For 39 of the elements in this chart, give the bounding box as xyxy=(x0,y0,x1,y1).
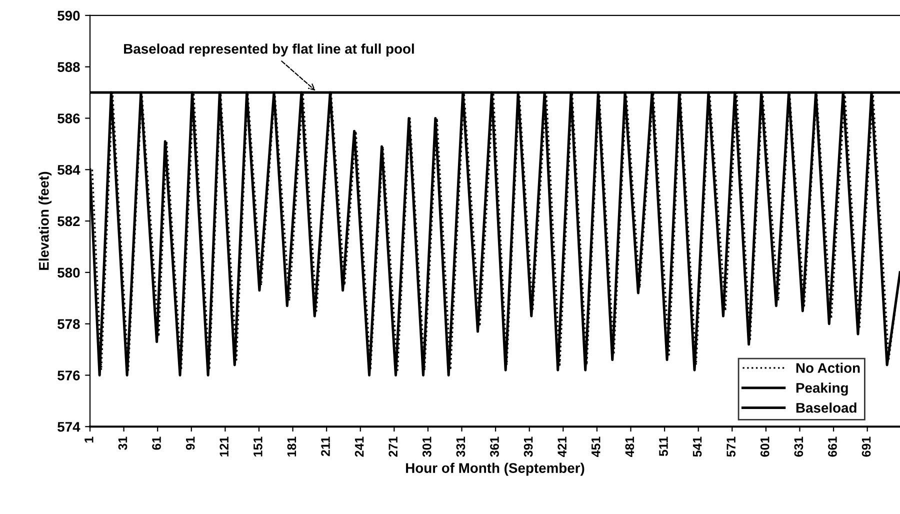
legend-label: Peaking xyxy=(796,382,848,396)
x-tick-label: 631 xyxy=(794,436,804,457)
y-tick-label: 580 xyxy=(58,268,80,278)
x-tick-label: 601 xyxy=(760,436,770,457)
x-tick-label: 301 xyxy=(422,436,432,457)
x-tick-label: 121 xyxy=(220,436,228,456)
y-tick-label: 578 xyxy=(58,319,80,329)
x-tick-label: 181 xyxy=(287,436,296,456)
x-tick-label: 691 xyxy=(862,436,871,457)
y-tick-label: 590 xyxy=(58,10,80,21)
x-tick-label: 451 xyxy=(592,436,600,458)
y-tick-label: 584 xyxy=(58,164,80,175)
x-tick-label: 271 xyxy=(388,436,398,457)
y-tick-label: 588 xyxy=(58,62,80,72)
x-tick-label: 331 xyxy=(456,436,466,457)
y-tick-label: 582 xyxy=(58,216,80,226)
x-tick-label: 511 xyxy=(659,436,668,456)
x-tick-label: 421 xyxy=(558,436,566,458)
legend-label: No Action xyxy=(796,362,860,373)
y-tick-label: 586 xyxy=(58,114,80,124)
x-tick-label: 151 xyxy=(254,436,262,456)
x-axis-title: Hour of Month (September) xyxy=(406,462,584,476)
x-tick-label: 91 xyxy=(186,436,195,450)
x-tick-label: 541 xyxy=(692,436,702,457)
x-tick-label: 61 xyxy=(152,436,161,450)
y-tick-label: 576 xyxy=(58,370,80,380)
x-tick-label: 1 xyxy=(84,436,94,443)
x-tick-label: 211 xyxy=(321,436,330,456)
x-tick-label: 391 xyxy=(524,436,533,457)
x-tick-label: 361 xyxy=(490,436,499,457)
y-tick-label: 574 xyxy=(58,422,80,432)
legend-label: Baseload xyxy=(796,402,856,413)
y-axis-title: Elevation (feet) xyxy=(38,172,52,270)
x-tick-label: 661 xyxy=(828,436,837,457)
annotation: Baseload represented by flat line at full pool xyxy=(124,44,414,57)
x-tick-label: 241 xyxy=(354,436,364,457)
x-tick-label: 481 xyxy=(625,436,634,458)
x-tick-label: 31 xyxy=(118,436,128,450)
x-tick-label: 571 xyxy=(726,436,736,457)
